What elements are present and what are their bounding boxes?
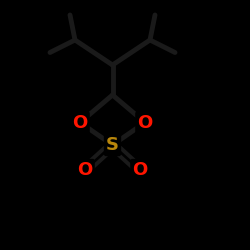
Text: O: O: [132, 161, 148, 179]
Text: O: O: [78, 161, 92, 179]
Text: S: S: [106, 136, 119, 154]
Text: O: O: [72, 114, 88, 132]
Text: O: O: [138, 114, 152, 132]
